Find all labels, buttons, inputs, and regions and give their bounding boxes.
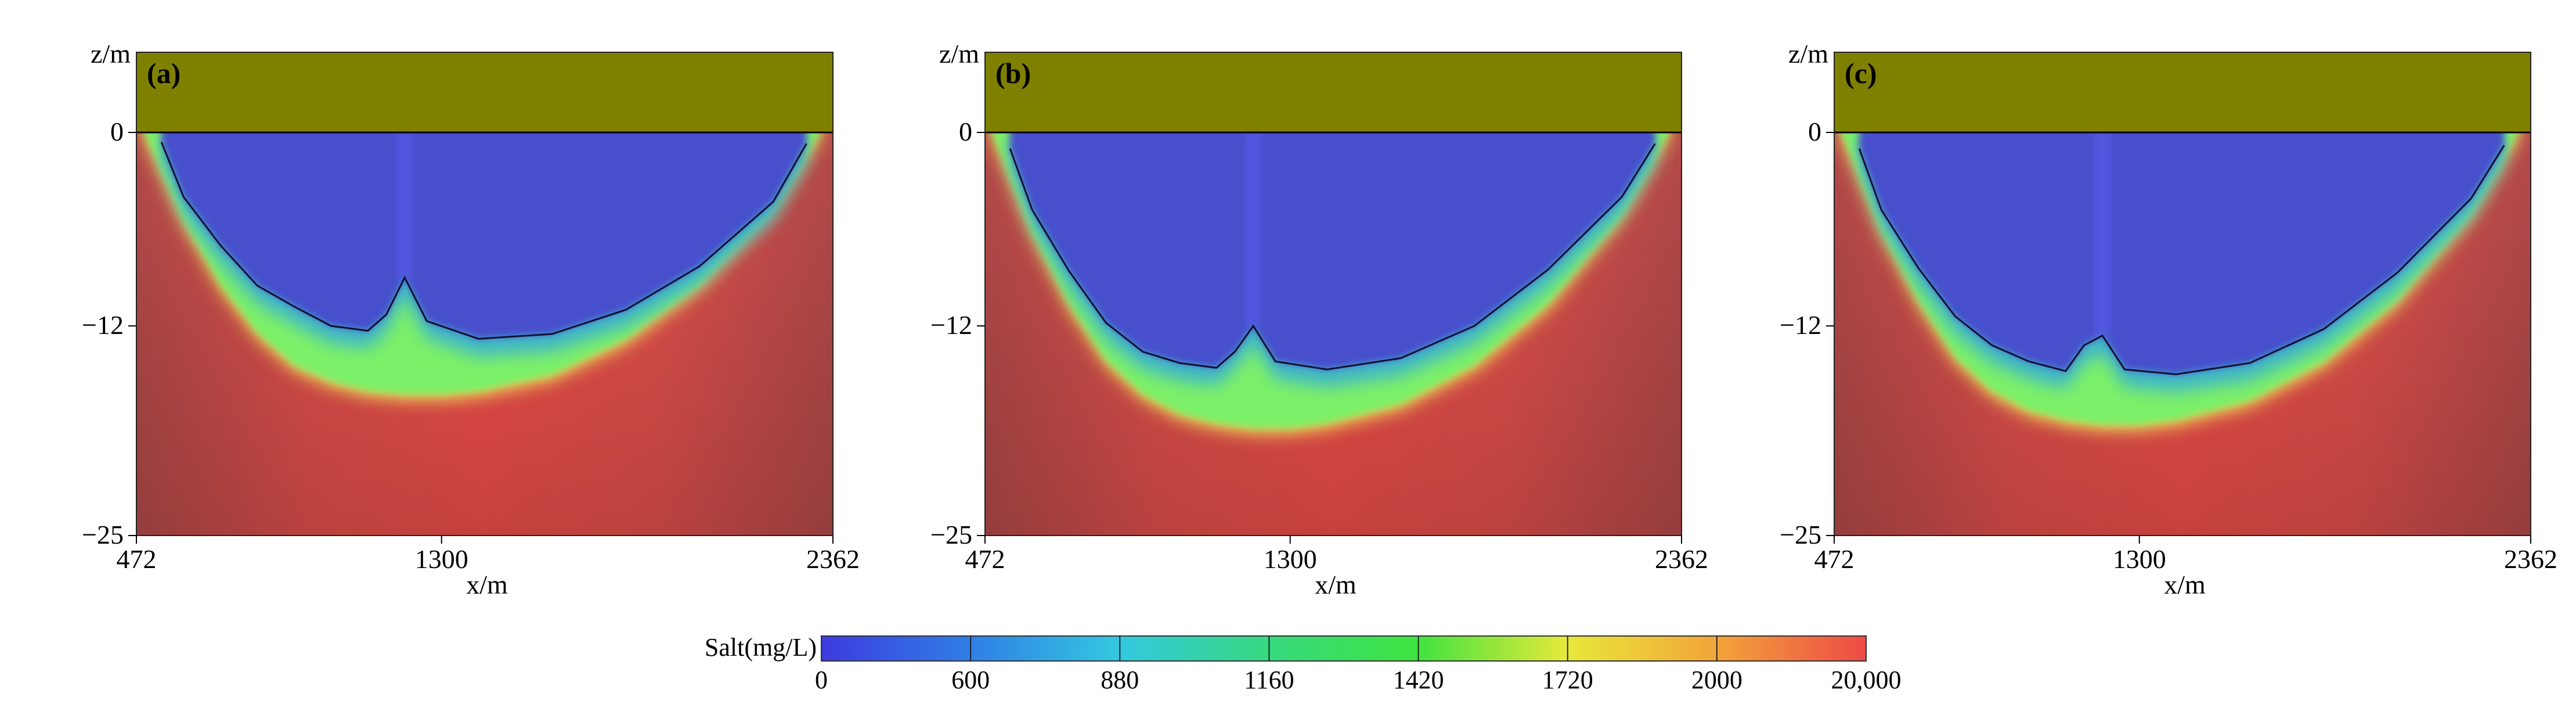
infiltration-plume [396, 132, 413, 278]
z-tick-label: −25 [82, 520, 124, 549]
colorbar-tick-label: 0 [815, 666, 828, 694]
colorbar-tick-label: 1160 [1244, 666, 1294, 694]
infiltration-plume [2094, 132, 2111, 336]
fresh-lens [161, 132, 807, 339]
fresh-lens-boundary [160, 142, 807, 340]
top-layer [985, 52, 1682, 132]
z-tick-label: 0 [110, 117, 124, 146]
z-tick-label: −25 [1780, 520, 1821, 549]
colorbar-tick-label: 600 [951, 666, 990, 694]
colorbar-tick-label: 880 [1101, 666, 1139, 694]
z-tick-label: −25 [930, 520, 972, 549]
top-layer [1834, 52, 2531, 132]
fresh-lens-boundary [1858, 145, 2505, 375]
fresh-lens-boundary [1009, 143, 1656, 371]
x-axis-label: x/m [2164, 570, 2206, 599]
z-axis-label: z/m [939, 39, 979, 69]
x-tick-label: 1300 [415, 544, 468, 574]
z-tick-label: −12 [1780, 310, 1821, 340]
z-axis-label: z/m [91, 39, 131, 69]
colorbar-tick-label: 2000 [1691, 666, 1742, 694]
panel-frame [136, 52, 834, 536]
x-tick-label: 1300 [2113, 544, 2166, 574]
colorbar-tick-label: 20,000 [1831, 666, 1902, 694]
infiltration-plume [1245, 132, 1262, 326]
z-tick-label: −12 [82, 310, 124, 340]
x-tick-label: 2362 [2504, 544, 2557, 574]
x-tick-label: 1300 [1264, 544, 1317, 574]
panel-frame [1834, 52, 2531, 536]
colorbar-tick-label: 1720 [1542, 666, 1593, 694]
colorbar: 0 600 880 1160 1420 1720 2000 20,000 Salt(mg/L) [705, 633, 1902, 694]
colorbar-label: Salt(mg/L) [705, 633, 817, 662]
x-tick-label: 2362 [1655, 544, 1708, 574]
panel-label: (c) [1845, 57, 1877, 89]
x-tick-label: 472 [1814, 544, 1855, 574]
x-tick-label: 472 [965, 544, 1005, 574]
colorbar-bar [821, 635, 1867, 662]
x-axis-label: x/m [1315, 570, 1356, 599]
z-axis-label: z/m [1788, 39, 1828, 69]
panel-label: (b) [995, 57, 1031, 89]
z-tick-label: 0 [1808, 117, 1821, 146]
top-layer [136, 52, 833, 132]
z-tick-label: 0 [959, 117, 972, 146]
colorbar-tick-label: 1420 [1393, 666, 1444, 694]
x-tick-label: 472 [117, 544, 157, 574]
z-tick-label: −12 [930, 310, 972, 340]
panel-label: (a) [147, 57, 181, 89]
x-axis-label: x/m [466, 570, 508, 599]
x-tick-label: 2362 [806, 544, 860, 574]
panel-frame [984, 52, 1682, 536]
